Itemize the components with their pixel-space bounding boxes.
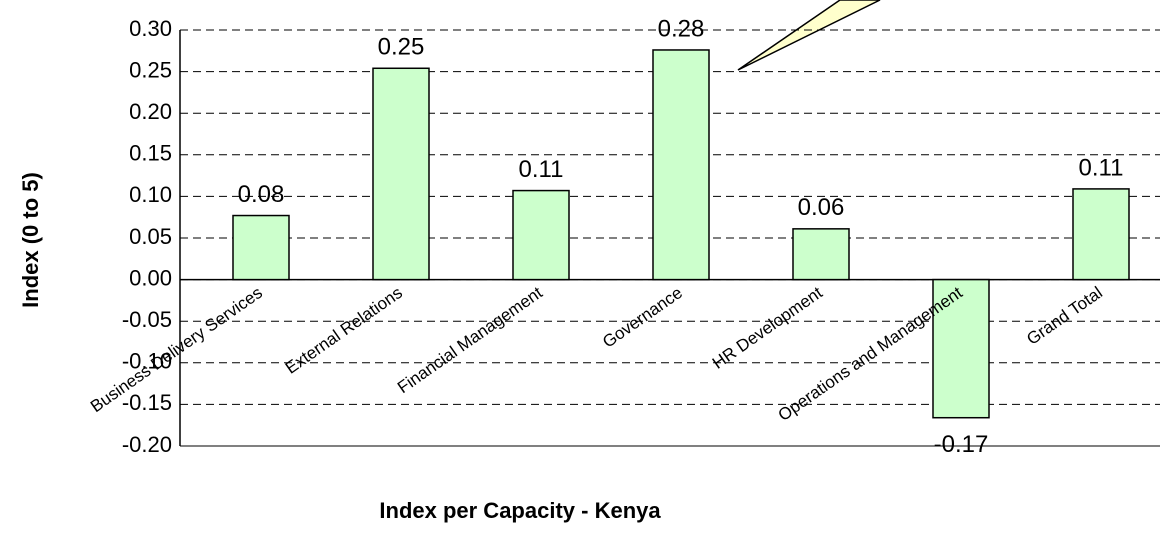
- bar: [232, 214, 290, 281]
- data-label: 0.28: [658, 15, 705, 42]
- y-tick-label: 0.30: [129, 16, 172, 41]
- y-tick-label: -0.10: [122, 349, 172, 374]
- y-tick-label: -0.15: [122, 390, 172, 415]
- y-tick-label: 0.10: [129, 182, 172, 207]
- data-label: 0.08: [238, 181, 285, 208]
- y-tick-label: 0.05: [129, 224, 172, 249]
- data-label: 0.25: [378, 34, 425, 61]
- x-tick-label: Financial Management: [394, 283, 546, 397]
- y-tick-label: -0.20: [122, 432, 172, 457]
- x-tick-label: External Relations: [282, 283, 406, 378]
- y-axis-label: Index (0 to 5): [18, 172, 43, 308]
- x-tick-label: HR Development: [709, 283, 826, 373]
- data-label: 0.11: [1079, 154, 1124, 181]
- callout: [737, 0, 881, 71]
- bar: [652, 49, 710, 281]
- y-tick-label: 0.00: [129, 265, 172, 290]
- bar: [932, 278, 990, 419]
- bar: [512, 189, 570, 281]
- chart-title: Index per Capacity - Kenya: [379, 498, 661, 523]
- y-tick-label: 0.20: [129, 99, 172, 124]
- x-tick-label: Business Delivery Services: [87, 283, 266, 416]
- data-label: -0.17: [934, 431, 989, 458]
- x-tick-label: Grand Total: [1023, 283, 1106, 349]
- y-tick-label: 0.25: [129, 57, 172, 82]
- data-label: 0.06: [798, 194, 845, 221]
- data-label: 0.11: [519, 156, 564, 183]
- bar: [372, 67, 430, 281]
- bar: [792, 228, 850, 281]
- y-tick-label: -0.05: [122, 307, 172, 332]
- bar: [1072, 188, 1130, 281]
- x-tick-label: Governance: [599, 283, 686, 352]
- y-tick-label: 0.15: [129, 141, 172, 166]
